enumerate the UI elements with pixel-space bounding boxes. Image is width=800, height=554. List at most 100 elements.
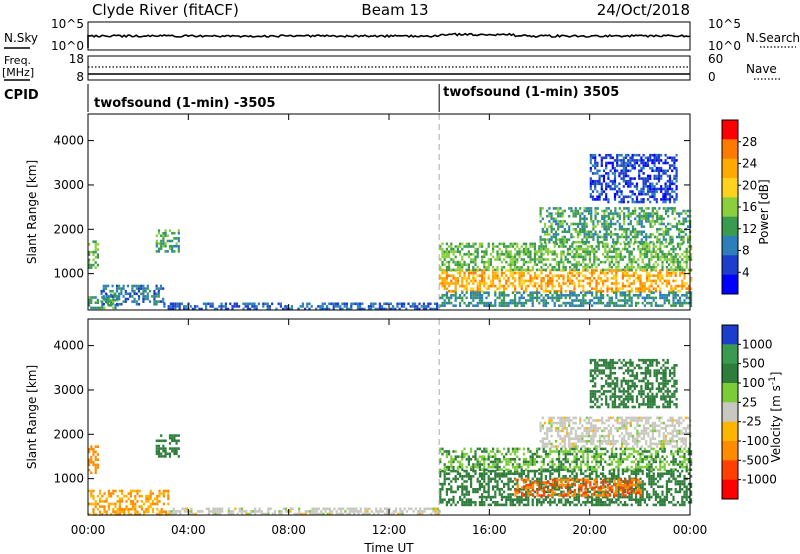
heatmap-cell — [467, 501, 470, 504]
heatmap-cell — [401, 510, 404, 513]
heatmap-cell — [584, 247, 587, 251]
heatmap-cell — [634, 233, 637, 236]
heatmap-cell — [558, 294, 561, 297]
heatmap-cell — [498, 284, 501, 288]
heatmap-cell — [168, 512, 171, 516]
heatmap-cell — [674, 266, 677, 269]
heatmap-cell — [586, 498, 589, 501]
heatmap-cell — [579, 233, 582, 236]
heatmap-cell — [489, 495, 492, 499]
heatmap-cell — [522, 488, 525, 491]
heatmap-cell — [574, 227, 577, 231]
heatmap-cell — [539, 207, 542, 210]
heatmap-cell — [573, 287, 576, 290]
heatmap-cell — [149, 497, 152, 501]
heatmap-cell — [153, 289, 156, 293]
heatmap-cell — [642, 182, 645, 186]
heatmap-cell — [670, 488, 673, 491]
heatmap-cell — [620, 489, 623, 492]
heatmap-cell — [617, 247, 620, 251]
heatmap-cell — [569, 478, 572, 482]
heatmap-cell — [147, 497, 150, 501]
heatmap-cell — [494, 458, 497, 461]
heatmap-cell — [672, 245, 675, 248]
heatmap-cell — [284, 507, 288, 511]
heatmap-cell — [673, 190, 676, 193]
heatmap-cell — [339, 512, 343, 516]
heatmap-cell — [509, 266, 512, 269]
heatmap-cell — [640, 190, 643, 193]
heatmap-cell — [478, 287, 481, 290]
heatmap-cell — [516, 465, 519, 469]
heatmap-cell — [610, 475, 613, 478]
heatmap-cell — [631, 481, 634, 484]
heatmap-cell — [649, 182, 652, 186]
heatmap-cell — [131, 284, 134, 288]
heatmap-cell — [474, 277, 477, 280]
heatmap-cell — [227, 512, 230, 516]
heatmap-cell — [452, 258, 455, 261]
heatmap-cell — [594, 166, 597, 170]
heatmap-cell — [472, 266, 475, 269]
heatmap-cell — [644, 182, 647, 186]
heatmap-cell — [670, 274, 673, 277]
heatmap-cell — [350, 302, 353, 306]
heatmap-cell — [476, 247, 479, 251]
heatmap-cell — [177, 439, 180, 443]
heatmap-cell — [679, 472, 682, 475]
heatmap-cell — [670, 253, 673, 256]
heatmap-cell — [648, 480, 651, 483]
heatmap-cell — [595, 282, 598, 285]
heatmap-cell — [603, 214, 606, 218]
heatmap-cell — [547, 494, 550, 497]
heatmap-cell — [485, 450, 488, 453]
heatmap-cell — [112, 510, 115, 514]
heatmap-cell — [531, 266, 534, 269]
heatmap-cell — [452, 490, 455, 494]
heatmap-cell — [662, 198, 665, 201]
heatmap-cell — [641, 269, 644, 272]
heatmap-cell — [516, 498, 519, 501]
heatmap-cell — [609, 153, 612, 157]
heatmap-cell — [653, 164, 656, 167]
heatmap-cell — [617, 253, 620, 256]
heatmap-cell — [672, 263, 675, 266]
heatmap-cell — [538, 296, 541, 300]
heatmap-cell — [492, 501, 495, 504]
heatmap-cell — [588, 477, 591, 481]
heatmap-cell — [615, 291, 618, 294]
heatmap-cell — [631, 235, 635, 239]
heatmap-cell — [548, 214, 551, 218]
heatmap-cell — [610, 290, 613, 293]
heatmap-cell — [673, 161, 676, 165]
heatmap-cell — [602, 174, 606, 178]
heatmap-cell — [620, 225, 624, 228]
heatmap-cell — [368, 507, 371, 511]
heatmap-cell — [389, 302, 392, 306]
heatmap-cell — [560, 501, 563, 504]
heatmap-cell — [588, 271, 591, 275]
heatmap-cell — [671, 212, 674, 215]
heatmap-cell — [554, 212, 558, 215]
heatmap-cell — [456, 279, 459, 283]
heatmap-cell — [509, 250, 512, 253]
heatmap-cell — [641, 282, 644, 285]
heatmap-cell — [597, 247, 600, 251]
heatmap-cell — [115, 302, 119, 306]
heatmap-cell — [629, 230, 632, 234]
heatmap-cell — [96, 253, 99, 256]
heatmap-cell — [160, 242, 163, 245]
heatmap-cell — [604, 250, 607, 253]
heatmap-cell — [386, 512, 389, 516]
heatmap-cell — [396, 305, 399, 308]
heatmap-cell — [593, 253, 596, 256]
heatmap-cell — [178, 302, 181, 306]
heatmap-cell — [116, 513, 119, 516]
heatmap-cell — [509, 493, 512, 496]
heatmap-cell — [392, 512, 395, 516]
heatmap-cell — [575, 296, 578, 300]
heatmap-cell — [246, 305, 249, 308]
heatmap-cell — [663, 255, 666, 259]
heatmap-cell — [562, 491, 565, 495]
heatmap-cell — [461, 247, 464, 251]
